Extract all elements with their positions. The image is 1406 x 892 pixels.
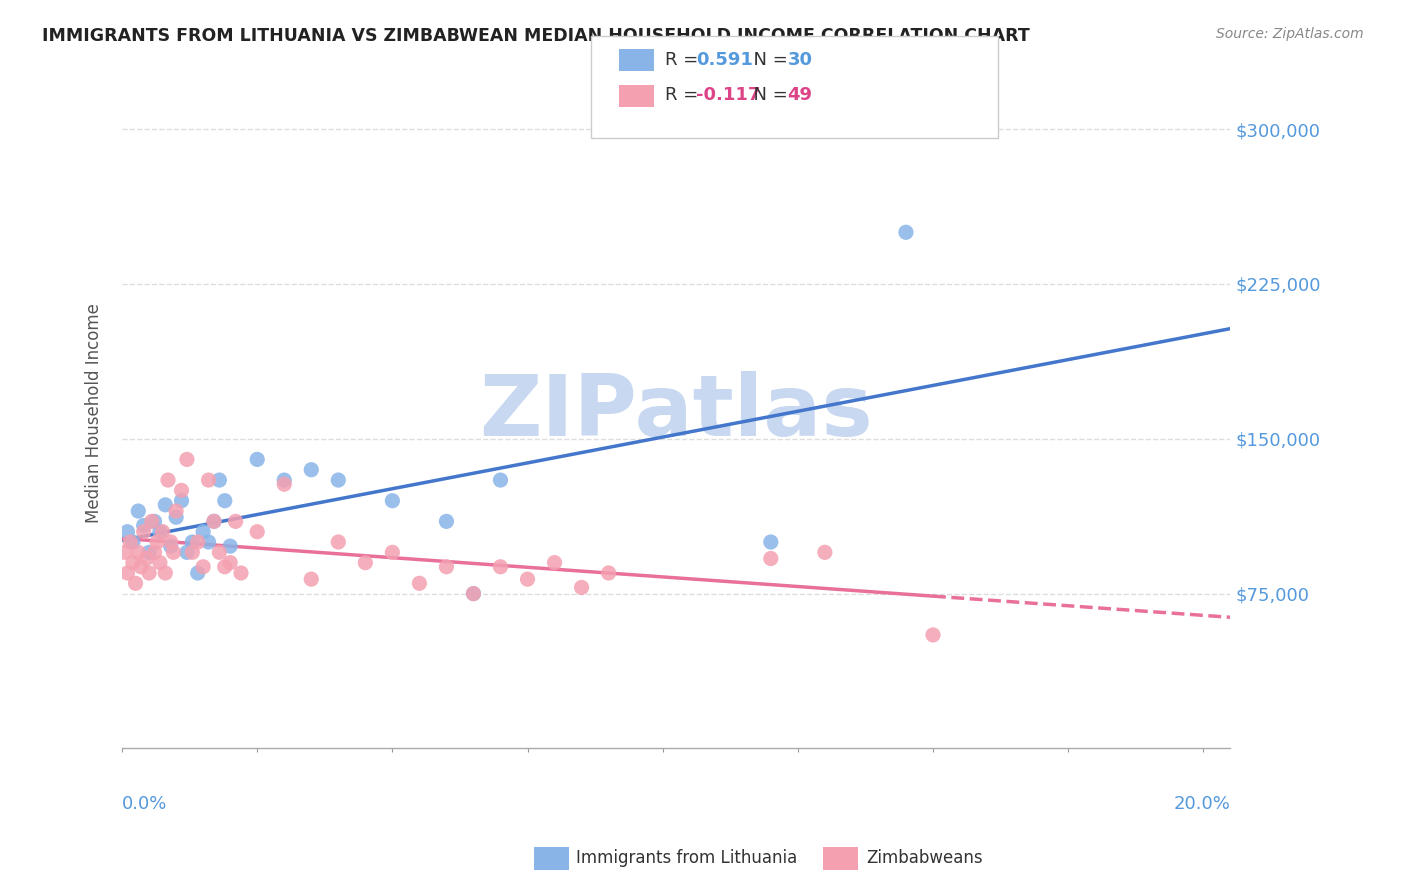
Point xyxy=(121,556,143,570)
Point xyxy=(191,524,214,539)
Point xyxy=(759,535,782,549)
Point xyxy=(543,556,565,570)
Point xyxy=(143,514,166,528)
Point xyxy=(176,545,198,559)
Point xyxy=(155,498,177,512)
Text: 0.591: 0.591 xyxy=(696,51,752,69)
Point xyxy=(922,628,945,642)
Point xyxy=(135,551,157,566)
Point xyxy=(156,473,179,487)
Point xyxy=(197,473,219,487)
Point xyxy=(170,483,193,498)
Point xyxy=(114,545,136,559)
Point xyxy=(299,463,322,477)
Point xyxy=(273,477,295,491)
Point xyxy=(143,545,166,559)
Text: N =: N = xyxy=(742,87,794,104)
Point xyxy=(197,535,219,549)
Point xyxy=(571,581,593,595)
Point xyxy=(208,545,231,559)
Point xyxy=(489,473,512,487)
Point xyxy=(138,566,160,580)
Y-axis label: Median Household Income: Median Household Income xyxy=(86,303,103,523)
Text: 20.0%: 20.0% xyxy=(1174,796,1230,814)
Text: -0.117: -0.117 xyxy=(696,87,761,104)
Point xyxy=(159,539,181,553)
Text: Zimbabweans: Zimbabweans xyxy=(866,849,983,867)
Point xyxy=(138,545,160,559)
Point xyxy=(149,556,172,570)
Point xyxy=(176,452,198,467)
Point xyxy=(408,576,430,591)
Text: Immigrants from Lithuania: Immigrants from Lithuania xyxy=(576,849,797,867)
Point xyxy=(273,473,295,487)
Text: IMMIGRANTS FROM LITHUANIA VS ZIMBABWEAN MEDIAN HOUSEHOLD INCOME CORRELATION CHAR: IMMIGRANTS FROM LITHUANIA VS ZIMBABWEAN … xyxy=(42,27,1031,45)
Point xyxy=(170,493,193,508)
Point xyxy=(246,452,269,467)
Point xyxy=(165,504,187,518)
Point xyxy=(132,524,155,539)
Text: 49: 49 xyxy=(787,87,813,104)
Point xyxy=(759,551,782,566)
Point xyxy=(219,539,242,553)
Text: R =: R = xyxy=(665,51,704,69)
Text: Source: ZipAtlas.com: Source: ZipAtlas.com xyxy=(1216,27,1364,41)
Point xyxy=(121,535,143,549)
Point xyxy=(328,473,350,487)
Point xyxy=(146,535,169,549)
Point xyxy=(229,566,252,580)
Point xyxy=(246,524,269,539)
Point xyxy=(219,556,242,570)
Text: 30: 30 xyxy=(787,51,813,69)
Point xyxy=(436,559,458,574)
Point xyxy=(814,545,837,559)
Point xyxy=(181,535,204,549)
Point xyxy=(141,514,163,528)
Point xyxy=(155,566,177,580)
Point xyxy=(127,545,149,559)
Point xyxy=(159,535,181,549)
Point xyxy=(598,566,620,580)
Point xyxy=(120,535,142,549)
Point xyxy=(187,566,209,580)
Point xyxy=(117,566,139,580)
Point xyxy=(127,504,149,518)
Point xyxy=(129,559,152,574)
Text: R =: R = xyxy=(665,87,704,104)
Point xyxy=(181,545,204,559)
Point xyxy=(436,514,458,528)
Point xyxy=(117,524,139,539)
Point xyxy=(202,514,225,528)
Point xyxy=(191,559,214,574)
Point xyxy=(187,535,209,549)
Point xyxy=(165,510,187,524)
Point xyxy=(463,586,485,600)
Point xyxy=(463,586,485,600)
Point xyxy=(225,514,247,528)
Point xyxy=(328,535,350,549)
Text: 0.0%: 0.0% xyxy=(122,796,167,814)
Point xyxy=(381,545,404,559)
Point xyxy=(132,518,155,533)
Point xyxy=(214,559,236,574)
Point xyxy=(152,524,174,539)
Text: ZIPatlas: ZIPatlas xyxy=(479,371,873,454)
Point xyxy=(149,524,172,539)
Point xyxy=(381,493,404,508)
Point xyxy=(214,493,236,508)
Point xyxy=(162,545,184,559)
Point xyxy=(299,572,322,586)
Point xyxy=(354,556,377,570)
Point xyxy=(516,572,538,586)
Text: N =: N = xyxy=(742,51,794,69)
Point xyxy=(202,514,225,528)
Point xyxy=(894,225,917,239)
Point xyxy=(208,473,231,487)
Point xyxy=(124,576,146,591)
Point xyxy=(489,559,512,574)
